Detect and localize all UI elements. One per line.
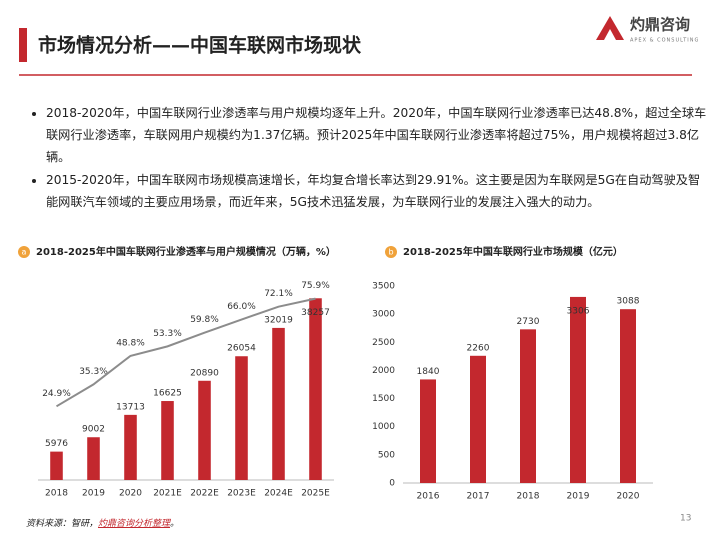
x-tick-label: 2018 (45, 489, 68, 499)
slide-title: 市场情况分析——中国车联网市场现状 (38, 34, 362, 57)
x-tick-label: 2020 (119, 489, 142, 499)
x-tick-label: 2020 (617, 492, 640, 502)
title-accent (19, 28, 27, 62)
bar-value-label: 13713 (116, 402, 145, 412)
bullet: 2015-2020年，中国车联网市场规模高速增长，年均复合增长率达到29.91%… (46, 169, 710, 213)
chart-badge (385, 246, 397, 258)
chart-badge (18, 246, 30, 258)
bar (520, 329, 536, 483)
x-tick-label: 2017 (467, 492, 490, 502)
line (55, 297, 316, 408)
logo-icon (596, 16, 624, 40)
bar-value-label: 16625 (153, 389, 182, 399)
x-tick-label: 2018 (517, 492, 540, 502)
bar-value-label: 3088 (617, 297, 640, 307)
bar (235, 356, 248, 480)
y-tick-label: 0 (389, 479, 395, 489)
y-tick-label: 2500 (372, 338, 395, 348)
bar (161, 401, 174, 480)
chart-title: 2018-2025年中国车联网行业渗透率与用户规模情况（万辆，%） (36, 245, 336, 258)
bar (470, 355, 486, 483)
bar-value-label: 9002 (82, 425, 105, 435)
chart-badge-label: a (22, 248, 27, 257)
source-prefix: 资料来源：智研， (26, 519, 99, 529)
source-note: 资料来源：智研，灼鼎咨询分析整理。 (26, 516, 179, 529)
x-tick-label: 2019 (567, 492, 590, 502)
x-tick-label: 2025E (301, 489, 330, 499)
bar-value-label: 38257 (301, 308, 330, 318)
bar (87, 437, 100, 480)
x-tick-label: 2023E (227, 489, 256, 499)
source-highlight: 灼鼎咨询分析整理 (98, 519, 171, 529)
logo-icon-inner (604, 29, 616, 40)
y-tick-label: 3500 (372, 282, 395, 292)
line-value-label: 53.3% (153, 329, 182, 339)
line-value-label: 72.1% (264, 289, 293, 299)
chart-badge-label: b (388, 248, 393, 257)
bullet-list: 2018-2020年，中国车联网行业渗透率与用户规模均逐年上升。2020年，中国… (28, 102, 710, 214)
bar (198, 380, 211, 480)
bar-value-label: 26054 (227, 344, 256, 354)
bar-value-label: 32019 (264, 315, 293, 325)
bar (420, 379, 436, 483)
line-value-label: 35.3% (79, 367, 108, 377)
bar (570, 296, 586, 483)
bar-value-label: 3306 (567, 306, 590, 316)
line-value-label: 75.9% (301, 281, 330, 291)
x-tick-label: 2016 (417, 492, 440, 502)
bar (309, 298, 322, 480)
bar (50, 451, 63, 480)
bar-value-label: 5976 (45, 439, 68, 449)
y-tick-label: 500 (378, 450, 395, 460)
bullet: 2018-2020年，中国车联网行业渗透率与用户规模均逐年上升。2020年，中国… (46, 102, 710, 168)
bar (272, 327, 285, 480)
bar-value-label: 2730 (517, 317, 540, 327)
line-value-label: 48.8% (116, 338, 145, 348)
line-value-label: 66.0% (227, 302, 256, 312)
source-suffix: 。 (170, 519, 180, 529)
y-tick-label: 1500 (372, 394, 395, 404)
bar-value-label: 1840 (417, 367, 440, 377)
logo-name: 灼鼎咨询 (630, 16, 690, 34)
bar-value-label: 2260 (467, 343, 490, 353)
x-tick-label: 2021E (153, 489, 182, 499)
line-value-label: 24.9% (42, 389, 71, 399)
y-tick-label: 2000 (372, 366, 395, 376)
bar-value-label: 20890 (190, 368, 219, 378)
logo-tagline: APEX & CONSULTING (630, 38, 699, 44)
y-tick-label: 1000 (372, 422, 395, 432)
page-number: 13 (680, 514, 691, 524)
bar (620, 309, 636, 483)
bar (124, 414, 137, 480)
x-tick-label: 2024E (264, 489, 293, 499)
y-tick-label: 3000 (372, 310, 395, 320)
x-tick-label: 2019 (82, 489, 105, 499)
chart-title: 2018-2025年中国车联网行业市场规模（亿元） (403, 245, 623, 258)
x-tick-label: 2022E (190, 489, 219, 499)
line-value-label: 59.8% (190, 315, 219, 325)
